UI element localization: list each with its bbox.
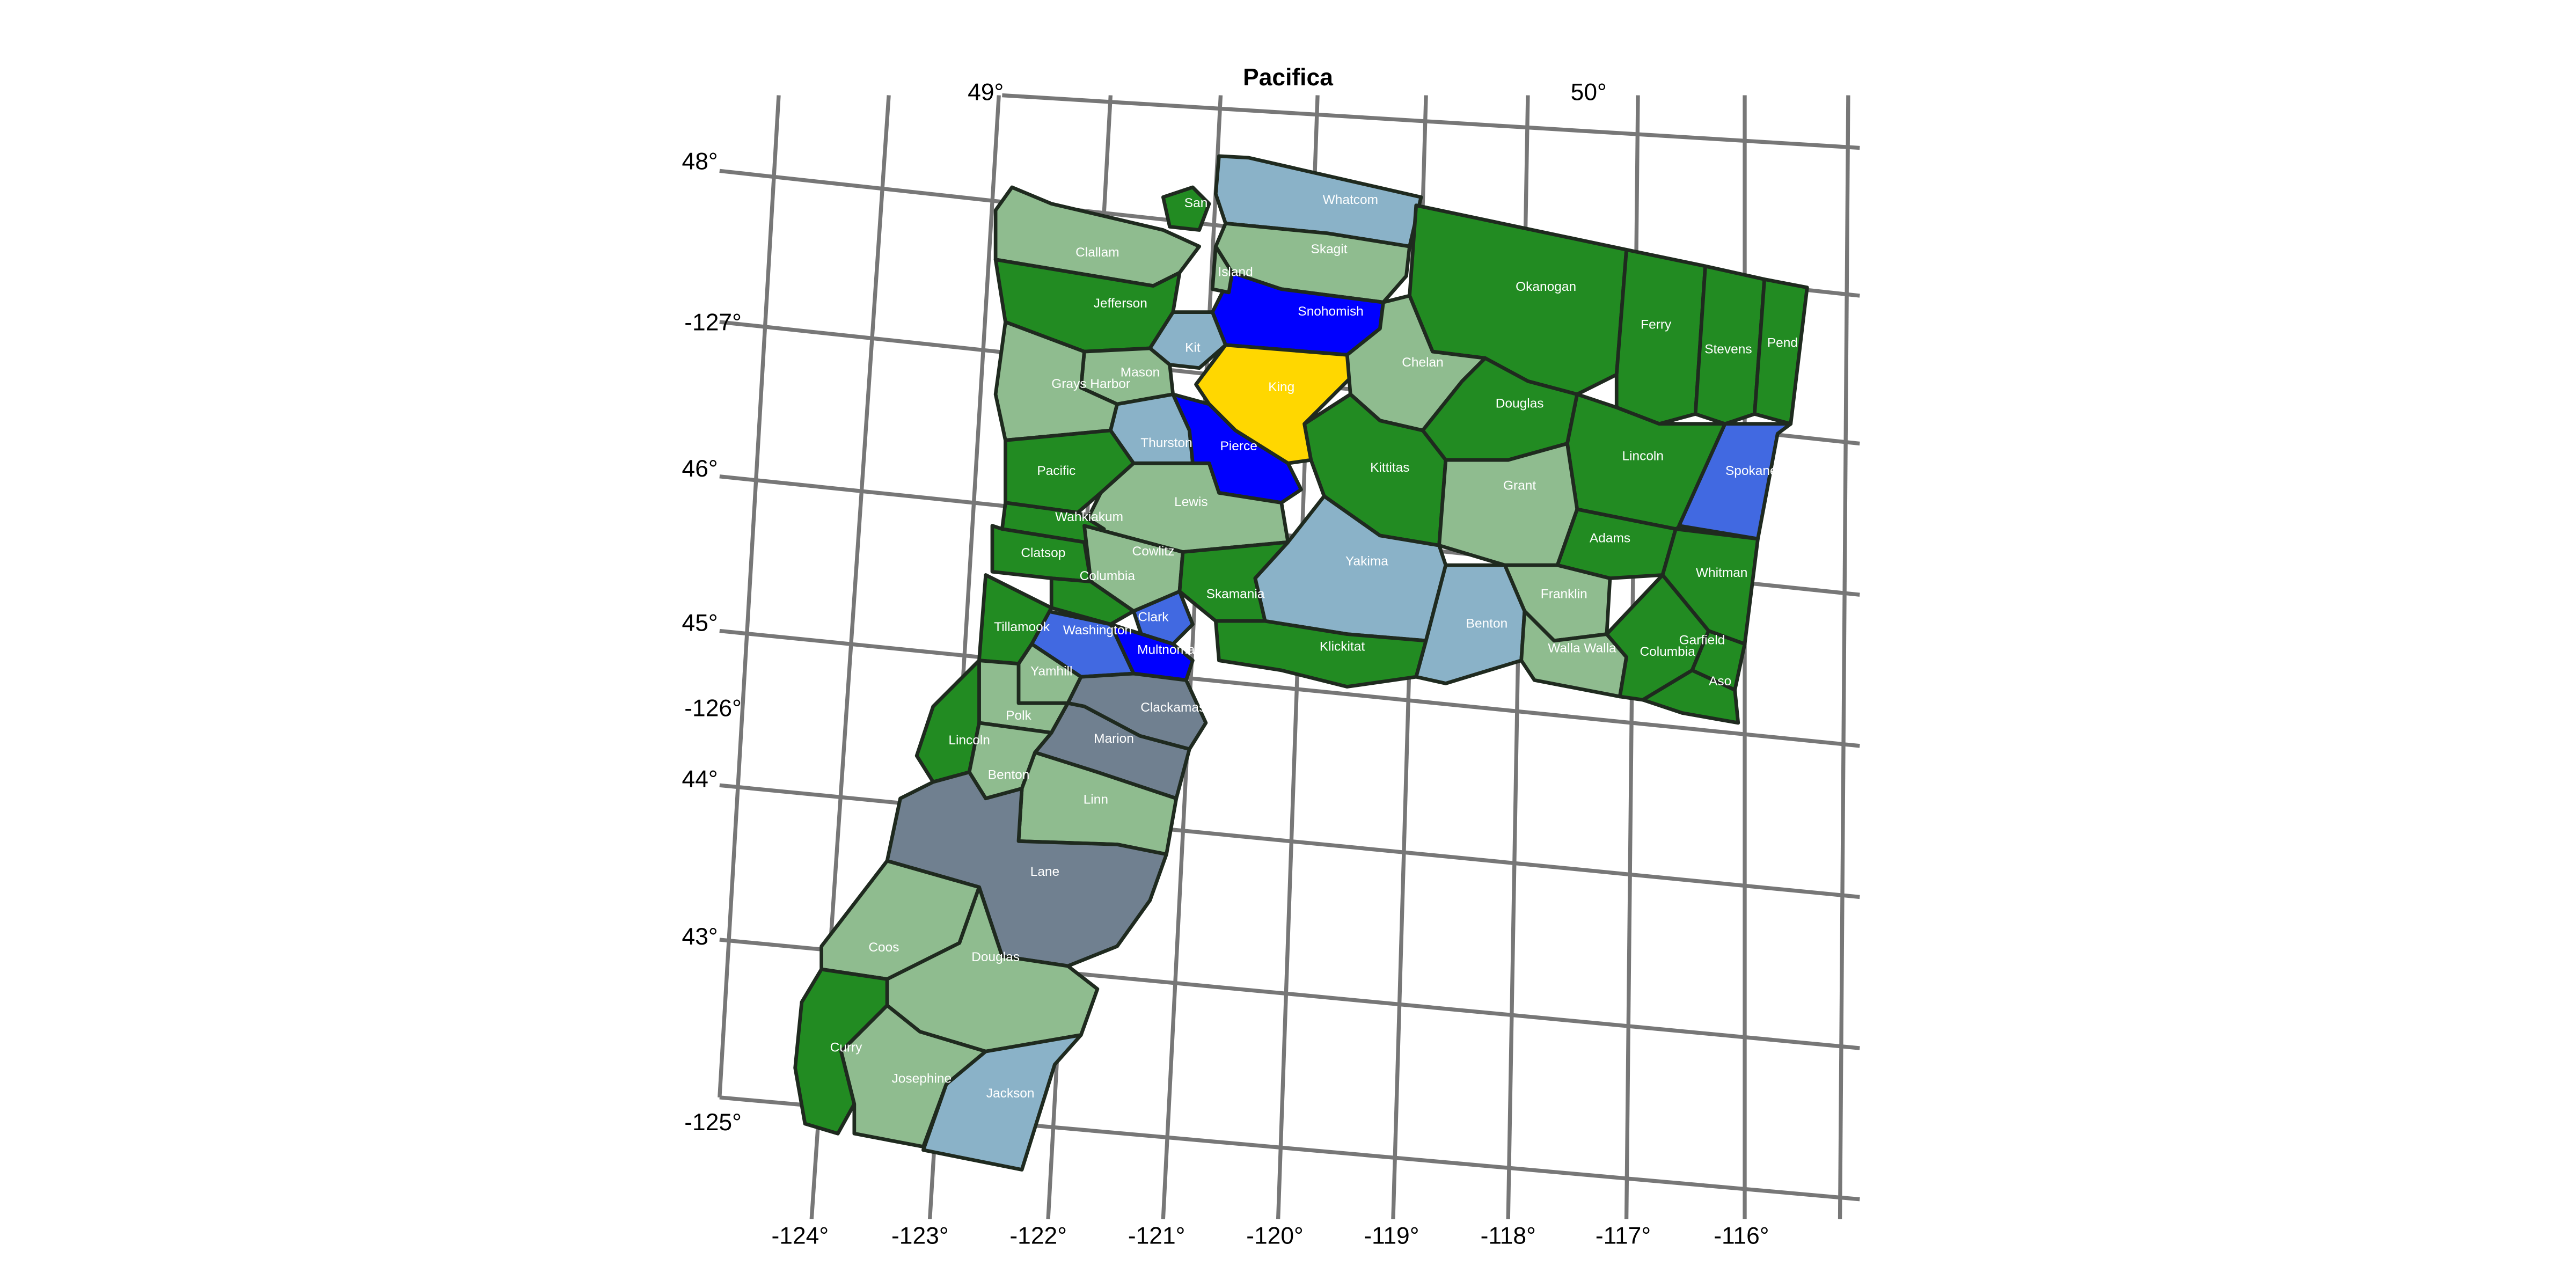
county-label-mason: Mason [1121, 365, 1160, 379]
left-axis-label: 44° [682, 766, 718, 792]
bottom-axis-label: -118° [1481, 1223, 1536, 1249]
county-label-yakima: Yakima [1345, 554, 1388, 568]
county-label-chelan: Chelan [1402, 355, 1444, 370]
county-label-clallam: Clallam [1075, 245, 1119, 260]
county-label-lane: Lane [1030, 865, 1059, 879]
county-asotin [1641, 668, 1740, 725]
county-label-klickitat: Klickitat [1320, 640, 1365, 654]
bottom-axis-label: -121° [1128, 1223, 1185, 1249]
graticule-line [1838, 95, 1850, 1219]
county-label-garfield: Garfield [1679, 633, 1725, 647]
county-label-stevens: Stevens [1704, 342, 1752, 357]
county-label-whitman: Whitman [1696, 566, 1748, 580]
bottom-axis-label: -116° [1714, 1223, 1769, 1249]
county-label-pierce: Pierce [1220, 439, 1257, 453]
bottom-axis-label: -123° [891, 1223, 949, 1249]
county-layer [793, 154, 1809, 1172]
left-axis-label: 43° [682, 924, 718, 950]
county-label-franklin: Franklin [1541, 587, 1587, 602]
county-label-layer: Whatcom Skagit Snohomish Island San Clallam Je… [830, 193, 1798, 1101]
graticule-line [1161, 95, 1223, 1219]
county-benton-wa [1414, 563, 1527, 685]
county-label-walla-walla: Walla Walla [1548, 641, 1616, 656]
county-stevens [1693, 264, 1767, 426]
bottom-axis-label: -117° [1596, 1223, 1651, 1249]
county-label-lincoln-or: Lincoln [948, 733, 990, 748]
county-label-lewis: Lewis [1174, 495, 1208, 509]
county-label-thurston: Thurston [1140, 436, 1192, 450]
bottom-axis-label: -120° [1246, 1223, 1304, 1249]
county-label-washington: Washington [1063, 623, 1132, 638]
graticule-line [1002, 93, 1860, 150]
graticule-line [718, 95, 781, 1098]
county-label-marion: Marion [1094, 731, 1134, 746]
county-ferry [1614, 247, 1707, 426]
county-label-jefferson: Jefferson [1094, 296, 1147, 311]
county-san-juan [1161, 185, 1211, 232]
county-label-king: King [1268, 380, 1294, 394]
left-axis-label: -126° [684, 696, 742, 722]
county-label-douglas: Douglas [1496, 397, 1544, 411]
county-spokane [1677, 422, 1793, 541]
left-axis-label: -125° [684, 1109, 742, 1136]
bottom-axis-label: -124° [772, 1223, 829, 1249]
county-label-curry: Curry [830, 1041, 863, 1055]
county-label-douglas-or: Douglas [971, 950, 1020, 964]
left-axis-label: 46° [682, 456, 718, 482]
county-grant [1437, 442, 1579, 567]
county-label-benton-or: Benton [988, 767, 1030, 782]
left-axis-label: 48° [682, 148, 718, 174]
county-label-lincoln: Lincoln [1622, 449, 1664, 463]
county-label-kitsap: Kit [1185, 340, 1201, 355]
county-label-josephine: Josephine [892, 1072, 952, 1086]
county-label-san-juan: San [1184, 196, 1208, 210]
county-label-okanogan: Okanogan [1516, 280, 1576, 294]
county-label-spokane: Spokane [1725, 464, 1777, 478]
county-label-island: Island [1218, 265, 1253, 280]
county-label-wahkiakum: Wahkiakum [1055, 510, 1123, 524]
county-columbia-or [1049, 576, 1136, 626]
county-island [1210, 244, 1234, 295]
bottom-axis-label: -122° [1009, 1223, 1067, 1249]
county-label-snohomish: Snohomish [1298, 304, 1363, 319]
map-title: Pacifica [1243, 64, 1333, 91]
county-label-clackamas: Clackamas [1140, 700, 1205, 715]
county-label-adams: Adams [1590, 531, 1630, 546]
county-label-pend-oreille: Pend [1767, 335, 1798, 350]
county-label-skagit: Skagit [1311, 242, 1348, 257]
county-label-pacific: Pacific [1037, 464, 1075, 478]
county-label-columbia-wa: Columbia [1640, 645, 1695, 659]
county-label-clark: Clark [1138, 610, 1169, 624]
county-label-ferry: Ferry [1641, 318, 1672, 332]
top-axis-label: 49° [968, 79, 1004, 106]
county-label-asotin: Aso [1709, 674, 1731, 689]
county-adams [1555, 507, 1678, 580]
county-label-kittitas: Kittitas [1370, 460, 1409, 475]
county-label-cowlitz: Cowlitz [1132, 544, 1175, 559]
graticule-line [719, 628, 1860, 748]
county-label-coos: Coos [868, 940, 899, 955]
county-label-yamhill: Yamhill [1030, 664, 1072, 679]
left-axis-label: -127° [684, 309, 742, 335]
county-pend-oreille [1753, 277, 1809, 426]
county-label-jackson: Jackson [986, 1086, 1035, 1101]
county-label-linn: Linn [1084, 792, 1108, 807]
axis-labels: 48° -127° 46° 45° -126° 44° 43° -125° 49… [682, 79, 1769, 1249]
county-label-grays-harbor: Grays Harbor [1051, 377, 1130, 391]
bottom-axis-label: -119° [1364, 1223, 1419, 1249]
county-label-whatcom: Whatcom [1323, 193, 1378, 207]
left-axis-label: 45° [682, 610, 718, 636]
county-jackson [921, 1033, 1083, 1172]
county-label-multnomah: Multnomah [1137, 643, 1202, 657]
county-label-polk: Polk [1006, 708, 1031, 723]
county-label-skamania: Skamania [1206, 587, 1265, 602]
county-label-tillamook: Tillamook [994, 620, 1050, 634]
county-multnomah [1109, 622, 1195, 682]
county-label-clatsop: Clatsop [1021, 546, 1065, 560]
top-axis-label: 50° [1571, 79, 1607, 106]
county-label-benton-wa: Benton [1466, 617, 1508, 631]
county-label-columbia-or: Columbia [1080, 569, 1136, 583]
county-label-grant: Grant [1503, 479, 1536, 493]
